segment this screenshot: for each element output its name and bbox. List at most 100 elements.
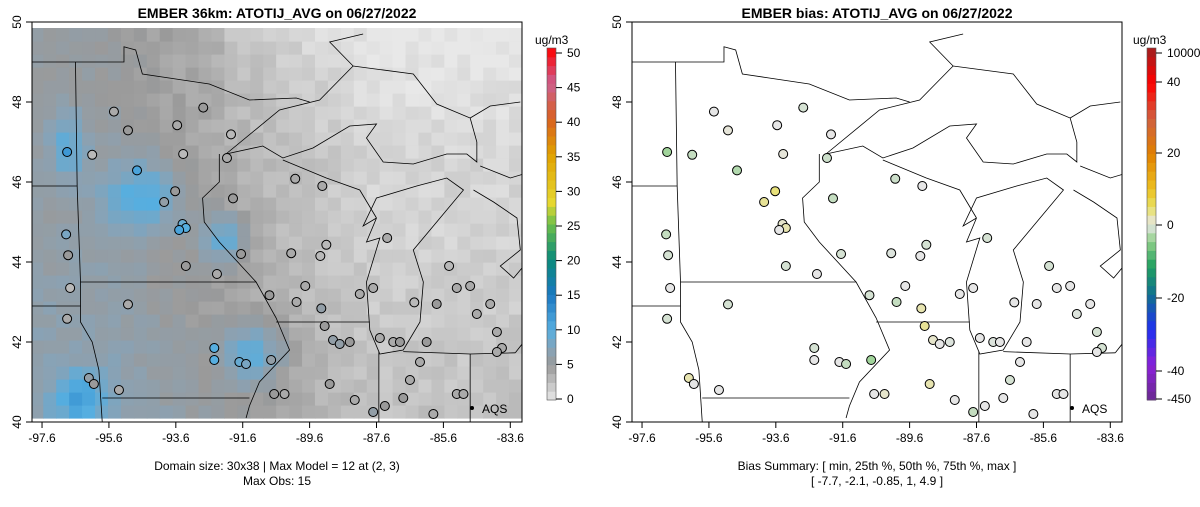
model-grid-cell: [302, 392, 316, 406]
model-grid-cell: [172, 41, 187, 55]
model-grid-cell: [496, 145, 510, 159]
model-grid-cell: [405, 106, 420, 120]
model-grid-cell: [379, 223, 394, 237]
model-grid-cell: [82, 197, 96, 211]
boundary-line: [473, 189, 522, 279]
model-grid-cell: [302, 366, 316, 380]
model-grid-cell: [353, 275, 368, 289]
model-grid-cell: [69, 197, 83, 211]
model-grid-cell: [107, 366, 122, 380]
model-grid-cell: [250, 288, 264, 302]
model-grid-cell: [69, 236, 83, 250]
model-grid-cell: [224, 392, 238, 406]
model-grid-cell: [32, 145, 44, 159]
model-grid-cell: [69, 301, 83, 315]
station-marker: [759, 197, 770, 207]
model-grid-cell: [340, 366, 355, 380]
model-grid-cell: [496, 210, 510, 224]
model-grid-cell: [366, 184, 381, 198]
model-grid-cell: [185, 405, 200, 419]
model-grid-cell: [302, 301, 316, 315]
model-grid-cell: [224, 54, 238, 68]
station-marker: [354, 289, 365, 299]
model-grid-cell: [405, 80, 420, 94]
model-grid-cell: [392, 67, 407, 81]
model-grid-cell: [211, 405, 226, 419]
station-marker: [916, 303, 927, 314]
model-grid-cell: [379, 379, 394, 393]
model-grid-cell: [366, 301, 381, 315]
model-grid-cell: [146, 314, 161, 328]
model-grid-cell: [276, 28, 290, 42]
model-grid-cell: [353, 132, 368, 146]
model-grid-cell: [133, 392, 148, 406]
model-grid-cell: [107, 392, 122, 406]
model-grid-cell: [444, 145, 458, 159]
model-grid-cell: [32, 314, 44, 328]
model-grid-cell: [250, 28, 264, 42]
model-grid-cell: [314, 41, 329, 55]
model-grid-cell: [211, 223, 226, 237]
model-grid-cell: [32, 249, 44, 263]
model-grid-cell: [431, 288, 445, 302]
model-grid-cell: [237, 106, 251, 120]
model-grid-cell: [263, 249, 277, 263]
model-grid-cell: [263, 119, 277, 133]
model-grid-cell: [237, 184, 251, 198]
station-marker: [890, 173, 901, 184]
model-grid-cell: [159, 392, 174, 406]
model-grid-cell: [172, 301, 187, 315]
model-grid-cell: [302, 379, 316, 393]
model-grid-cell: [133, 262, 148, 276]
station-marker: [1091, 327, 1102, 337]
station-marker: [300, 281, 311, 291]
model-grid-cell: [496, 366, 510, 380]
model-grid-cell: [198, 119, 213, 133]
colorbar-swatch: [1147, 74, 1156, 84]
model-grid-cell: [56, 54, 70, 68]
model-grid-cell: [237, 67, 251, 81]
model-grid-cell: [120, 132, 135, 146]
model-grid-cell: [340, 197, 355, 211]
model-grid-cell: [509, 171, 522, 185]
model-grid-cell: [470, 106, 484, 120]
station-marker: [809, 355, 820, 365]
model-grid-cell: [120, 106, 135, 120]
model-grid-cell: [198, 210, 213, 224]
model-grid-cell: [418, 392, 433, 406]
footer-line-1: Domain size: 30x38 | Max Model = 12 at (…: [154, 459, 400, 473]
model-grid-cell: [146, 366, 161, 380]
model-grid-cell: [198, 236, 213, 250]
model-grid-cell: [418, 314, 433, 328]
model-grid-cell: [289, 275, 303, 289]
colorbar-swatch: [1147, 197, 1156, 207]
footer-line-2: [ -7.7, -2.1, -0.85, 1, 4.9 ]: [811, 474, 943, 488]
colorbar-swatch: [547, 56, 556, 67]
colorbar-swatch: [1147, 329, 1156, 339]
model-grid-cell: [43, 392, 57, 406]
model-grid-cell: [250, 119, 264, 133]
model-grid-cell: [418, 262, 433, 276]
station-marker: [382, 233, 393, 243]
model-grid-cell: [224, 262, 238, 276]
model-grid-cell: [353, 54, 368, 68]
station-marker: [88, 379, 99, 389]
model-grid-cell: [483, 197, 497, 211]
station-marker: [708, 106, 719, 117]
model-grid-cell: [107, 80, 122, 94]
model-grid-cell: [457, 197, 471, 211]
model-grid-cell: [496, 197, 510, 211]
model-grid-cell: [263, 132, 277, 146]
colorbar-swatch: [547, 171, 556, 181]
model-grid-cell: [431, 80, 445, 94]
station-marker: [414, 357, 425, 367]
colorbar-swatch: [547, 276, 556, 287]
station-marker: [61, 229, 72, 240]
model-grid-cell: [185, 54, 200, 68]
model-grid-cell: [159, 210, 174, 224]
model-grid-cell: [444, 210, 458, 224]
station-marker: [444, 261, 455, 271]
model-grid-cell: [107, 327, 122, 341]
model-grid-cell: [470, 366, 484, 380]
model-grid-cell: [457, 145, 471, 159]
